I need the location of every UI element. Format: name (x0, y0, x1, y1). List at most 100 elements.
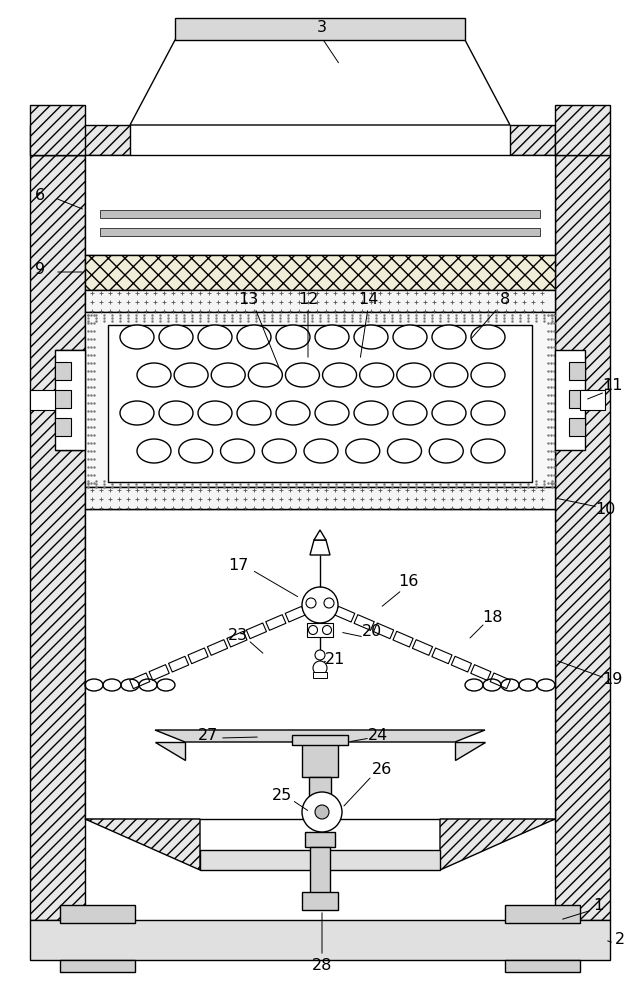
Ellipse shape (198, 325, 232, 349)
Text: 19: 19 (602, 672, 622, 688)
Text: 27: 27 (198, 728, 218, 742)
FancyBboxPatch shape (354, 615, 374, 630)
Polygon shape (314, 530, 326, 540)
FancyBboxPatch shape (285, 606, 305, 622)
Ellipse shape (262, 439, 296, 463)
Ellipse shape (393, 401, 427, 425)
Ellipse shape (174, 363, 208, 387)
Ellipse shape (221, 439, 255, 463)
FancyBboxPatch shape (490, 673, 510, 689)
Ellipse shape (304, 439, 338, 463)
Ellipse shape (179, 439, 212, 463)
Polygon shape (85, 819, 200, 870)
Bar (310, 847, 330, 897)
Bar (302, 892, 338, 910)
Ellipse shape (137, 439, 171, 463)
Text: 14: 14 (358, 292, 378, 308)
Bar (569, 390, 585, 408)
Ellipse shape (211, 363, 245, 387)
FancyBboxPatch shape (168, 656, 189, 672)
Text: 8: 8 (500, 292, 510, 308)
Ellipse shape (397, 363, 431, 387)
Ellipse shape (137, 363, 171, 387)
Circle shape (306, 598, 316, 608)
Text: 6: 6 (35, 188, 45, 202)
Polygon shape (130, 40, 510, 125)
Ellipse shape (432, 325, 466, 349)
Ellipse shape (315, 325, 349, 349)
Ellipse shape (120, 325, 154, 349)
Text: 11: 11 (602, 377, 622, 392)
Circle shape (302, 792, 342, 832)
Text: 21: 21 (325, 652, 345, 668)
Bar (30, 390, 55, 410)
Bar (85, 509, 555, 819)
Text: 12: 12 (298, 292, 318, 308)
Bar (307, 623, 333, 637)
Bar (555, 350, 585, 450)
FancyBboxPatch shape (207, 640, 228, 655)
Circle shape (302, 587, 338, 623)
Circle shape (315, 650, 325, 660)
Circle shape (323, 626, 332, 635)
Ellipse shape (276, 401, 310, 425)
Text: 16: 16 (398, 574, 418, 589)
Bar (55, 350, 85, 450)
Ellipse shape (237, 401, 271, 425)
Bar (309, 777, 331, 805)
Text: 17: 17 (228, 558, 248, 572)
Text: 9: 9 (35, 262, 45, 277)
Text: 20: 20 (362, 624, 382, 640)
Bar (55, 362, 71, 380)
Ellipse shape (120, 401, 154, 425)
Text: 13: 13 (238, 292, 258, 308)
Polygon shape (155, 730, 485, 742)
Circle shape (308, 626, 317, 635)
Bar (60, 905, 135, 923)
Bar (580, 390, 605, 410)
Ellipse shape (471, 401, 505, 425)
Ellipse shape (285, 363, 319, 387)
Bar (505, 905, 580, 923)
FancyBboxPatch shape (130, 673, 150, 689)
FancyBboxPatch shape (266, 615, 286, 630)
Bar (569, 418, 585, 436)
Ellipse shape (159, 401, 193, 425)
Bar (85, 255, 555, 290)
Bar (292, 735, 348, 745)
Polygon shape (155, 742, 185, 760)
Ellipse shape (471, 363, 505, 387)
Circle shape (315, 805, 329, 819)
FancyBboxPatch shape (451, 656, 472, 672)
Text: 25: 25 (272, 788, 292, 802)
Bar (55, 418, 71, 436)
Bar (30, 920, 610, 960)
FancyBboxPatch shape (393, 631, 413, 647)
Bar (85, 312, 555, 487)
Ellipse shape (387, 439, 422, 463)
Bar (60, 960, 135, 972)
Bar (305, 832, 335, 847)
Ellipse shape (354, 401, 388, 425)
Bar (313, 672, 327, 678)
FancyBboxPatch shape (246, 623, 266, 639)
Polygon shape (310, 540, 330, 555)
Ellipse shape (323, 363, 356, 387)
Text: 26: 26 (372, 762, 392, 778)
Bar (175, 18, 465, 40)
FancyBboxPatch shape (227, 631, 247, 647)
Text: 10: 10 (595, 502, 615, 518)
Bar (55, 390, 71, 408)
Bar (100, 228, 540, 236)
Bar (569, 362, 585, 380)
Text: 2: 2 (615, 932, 625, 948)
Ellipse shape (198, 401, 232, 425)
FancyBboxPatch shape (188, 648, 208, 664)
Bar (200, 850, 440, 870)
Polygon shape (30, 125, 130, 155)
Ellipse shape (346, 439, 380, 463)
FancyBboxPatch shape (432, 648, 452, 664)
Ellipse shape (471, 439, 505, 463)
Ellipse shape (429, 439, 463, 463)
Bar (555, 105, 610, 155)
